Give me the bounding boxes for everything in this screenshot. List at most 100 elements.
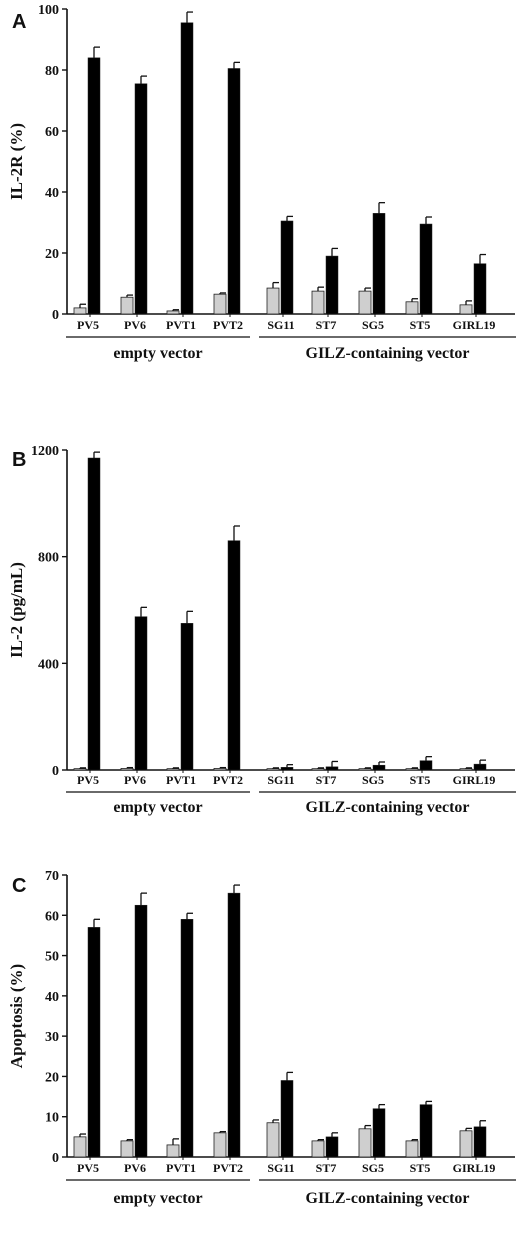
bar-unstimulated	[213, 768, 227, 771]
bar-unstimulated	[266, 768, 280, 771]
panel-a: A 0 20 40 60 80 100 IL-2R (%) PV5 PV6 PVT1 PVT2 SG11…	[7, 3, 516, 362]
y-tick-label: 80	[45, 64, 59, 79]
bar-stimulated	[372, 213, 386, 315]
bar-stimulated	[87, 57, 101, 315]
x-tick-label: GIRL19	[453, 1161, 496, 1175]
x-tick-label: PV6	[124, 318, 146, 332]
bar-stimulated	[227, 892, 241, 1158]
x-tick-label: SG5	[362, 318, 384, 332]
x-tick-label: PV5	[77, 773, 99, 787]
panel-letter: B	[12, 449, 26, 471]
x-tick-label: ST7	[316, 318, 337, 332]
bar-unstimulated	[459, 768, 473, 771]
bar-stimulated	[134, 83, 148, 315]
bar-unstimulated	[73, 768, 87, 771]
x-tick-label: ST5	[410, 318, 431, 332]
y-tick-label: 10	[45, 1111, 59, 1126]
bar-unstimulated	[266, 287, 280, 315]
bar-unstimulated	[166, 1144, 180, 1158]
group-label: empty vector	[113, 1190, 202, 1207]
bar-stimulated	[134, 904, 148, 1158]
panel-b: B 0 400 800 1200 IL-2 (pg/mL) PV5 PV6 PVT1 PVT2 SG…	[7, 444, 516, 816]
group-label: GILZ-containing vector	[306, 799, 470, 816]
x-tick-label: ST5	[410, 1161, 431, 1175]
y-tick-label: 20	[45, 1070, 59, 1085]
group-label: GILZ-containing vector	[306, 345, 470, 362]
bar-stimulated	[473, 1126, 487, 1158]
y-tick-label: 0	[52, 764, 59, 779]
bar-unstimulated	[166, 768, 180, 771]
bar-stimulated	[280, 767, 294, 771]
y-tick-label: 20	[45, 247, 59, 262]
panel-letter: C	[12, 875, 26, 897]
bar-stimulated	[473, 763, 487, 771]
x-tick-label: PVT1	[166, 773, 196, 787]
x-tick-label: PVT1	[166, 318, 196, 332]
bar-unstimulated	[311, 1140, 325, 1158]
y-tick-label: 50	[45, 950, 59, 965]
y-tick-label: 30	[45, 1030, 59, 1045]
group-label: empty vector	[113, 345, 202, 362]
panel-c: C 0 10 20 30 40 50 60 70 Apoptosis (%) PV5 PV6 PVT1 P…	[7, 869, 516, 1207]
bar-stimulated	[280, 220, 294, 315]
bar-unstimulated	[73, 1136, 87, 1158]
x-tick-label: PV5	[77, 1161, 99, 1175]
y-tick-label: 1200	[31, 444, 59, 459]
y-axis-label: Apoptosis (%)	[7, 964, 26, 1068]
x-tick-label: SG5	[362, 1161, 384, 1175]
bar-unstimulated	[120, 1140, 134, 1158]
bar-unstimulated	[266, 1122, 280, 1158]
x-tick-label: SG11	[267, 773, 294, 787]
bar-stimulated	[87, 927, 101, 1158]
bar-unstimulated	[358, 1128, 372, 1158]
x-tick-label: PVT2	[213, 773, 243, 787]
bar-unstimulated	[358, 768, 372, 771]
y-tick-label: 100	[38, 3, 59, 18]
bar-unstimulated	[459, 304, 473, 315]
x-tick-label: PVT1	[166, 1161, 196, 1175]
x-tick-label: GIRL19	[453, 318, 496, 332]
x-tick-label: ST7	[316, 1161, 337, 1175]
x-tick-label: SG11	[267, 1161, 294, 1175]
x-tick-label: PVT2	[213, 1161, 243, 1175]
group-label: GILZ-containing vector	[306, 1190, 470, 1207]
bar-stimulated	[419, 223, 433, 315]
group-label: empty vector	[113, 799, 202, 816]
bar-unstimulated	[405, 1140, 419, 1158]
bar-unstimulated	[311, 768, 325, 771]
x-tick-label: PV5	[77, 318, 99, 332]
bar-stimulated	[372, 764, 386, 771]
bar-stimulated	[419, 760, 433, 771]
bar-unstimulated	[73, 307, 87, 315]
bar-unstimulated	[405, 301, 419, 315]
bar-stimulated	[180, 623, 194, 771]
bar-unstimulated	[120, 296, 134, 315]
y-tick-label: 60	[45, 909, 59, 924]
bar-unstimulated	[213, 1132, 227, 1158]
bar-stimulated	[227, 68, 241, 315]
bar-unstimulated	[120, 768, 134, 771]
bar-stimulated	[325, 766, 339, 771]
bar-stimulated	[325, 255, 339, 315]
y-tick-label: 400	[38, 657, 59, 672]
x-tick-label: SG5	[362, 773, 384, 787]
bar-stimulated	[180, 22, 194, 315]
x-tick-label: GIRL19	[453, 773, 496, 787]
y-axis-label: IL-2R (%)	[7, 123, 26, 200]
bar-stimulated	[87, 457, 101, 771]
x-tick-label: PVT2	[213, 318, 243, 332]
bar-stimulated	[372, 1108, 386, 1158]
x-tick-label: SG11	[267, 318, 294, 332]
x-tick-label: PV6	[124, 1161, 146, 1175]
x-tick-label: PV6	[124, 773, 146, 787]
panel-letter: A	[12, 11, 26, 33]
x-tick-label: ST7	[316, 773, 337, 787]
bar-stimulated	[227, 540, 241, 771]
y-tick-label: 0	[52, 308, 59, 323]
bar-stimulated	[134, 616, 148, 771]
y-tick-label: 800	[38, 551, 59, 566]
bar-stimulated	[473, 263, 487, 315]
y-tick-label: 70	[45, 869, 59, 884]
bar-unstimulated	[213, 293, 227, 315]
bar-unstimulated	[311, 290, 325, 315]
